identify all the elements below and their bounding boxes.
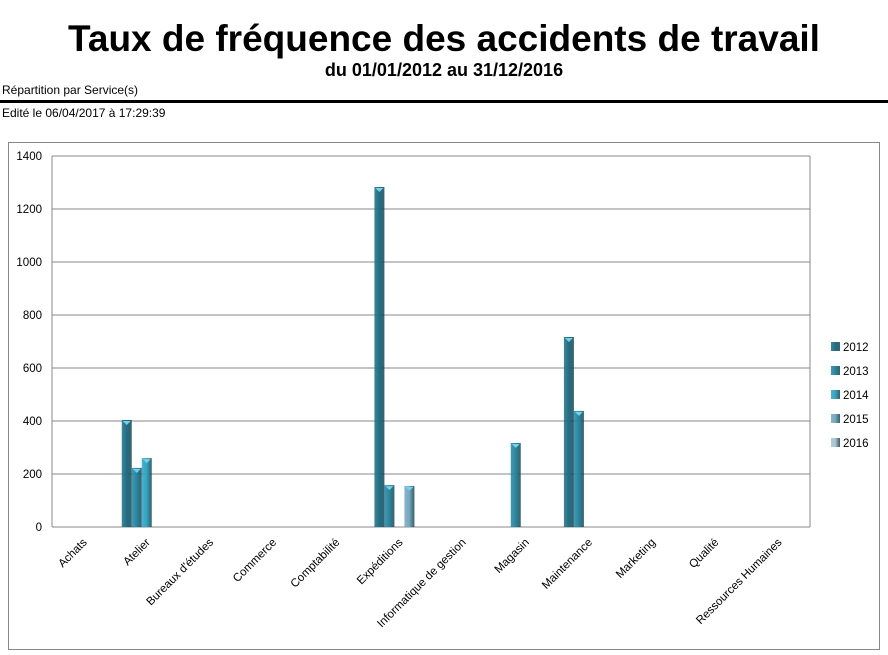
x-tick-label: Expéditions [355, 536, 406, 587]
chart-frame [8, 142, 880, 650]
bar-cap [564, 337, 573, 342]
x-tick-label: Commerce [231, 537, 279, 585]
report-title: Taux de fréquence des accidents de trava… [68, 18, 820, 59]
x-tick-label: Maintenance [540, 537, 595, 592]
bar-2013 [573, 410, 584, 527]
bar-2013 [131, 467, 142, 527]
x-tick-label: Qualité [687, 537, 721, 571]
bar-2012 [121, 419, 132, 527]
bar-cap [574, 411, 583, 416]
bar-cap [375, 188, 384, 193]
bar-cap [142, 459, 151, 464]
legend-swatch-2014 [831, 390, 840, 399]
x-tick-label: Comptabilité [289, 537, 343, 591]
legend-swatch-2012 [831, 342, 840, 351]
edited-timestamp: Edité le 06/04/2017 à 17:29:39 [2, 106, 166, 120]
legend-label: 2012 [843, 342, 869, 354]
x-tick-label: Marketing [614, 537, 658, 581]
header-divider [0, 100, 888, 103]
y-tick-label: 1400 [16, 151, 42, 163]
x-tick-label: Achats [56, 536, 90, 570]
bar-cap [132, 468, 141, 473]
legend-label: 2015 [843, 414, 869, 426]
x-tick-label: Atelier [121, 537, 153, 569]
legend-label: 2014 [843, 390, 869, 402]
y-tick-label: 0 [36, 522, 42, 534]
y-tick-label: 1000 [16, 257, 42, 269]
bar-cap [511, 443, 520, 448]
legend-label: 2013 [843, 366, 869, 378]
legend-swatch-2013 [831, 366, 840, 375]
bar-2012 [374, 187, 385, 527]
bar-cap [405, 486, 414, 491]
bar-cap [385, 486, 394, 491]
repartition-label: Répartition par Service(s) [2, 83, 139, 97]
bar-2013 [510, 442, 521, 527]
y-tick-label: 400 [23, 416, 42, 428]
legend-label: 2016 [843, 438, 869, 450]
legend-swatch-2016 [831, 438, 840, 447]
bar-cap [122, 420, 131, 425]
bar-2014 [141, 458, 152, 527]
x-tick-label: Bureaux d'études [145, 536, 217, 608]
legend-swatch-2015 [831, 414, 840, 423]
bar-2013 [384, 485, 395, 527]
y-tick-label: 800 [23, 310, 42, 322]
x-tick-label: Magasin [493, 537, 532, 576]
y-tick-label: 600 [23, 363, 42, 375]
y-tick-label: 200 [23, 469, 42, 481]
report-period: du 01/01/2012 au 31/12/2016 [324, 60, 564, 80]
bar-2015 [404, 485, 415, 527]
bar-2012 [563, 336, 574, 527]
y-tick-label: 1200 [16, 204, 42, 216]
